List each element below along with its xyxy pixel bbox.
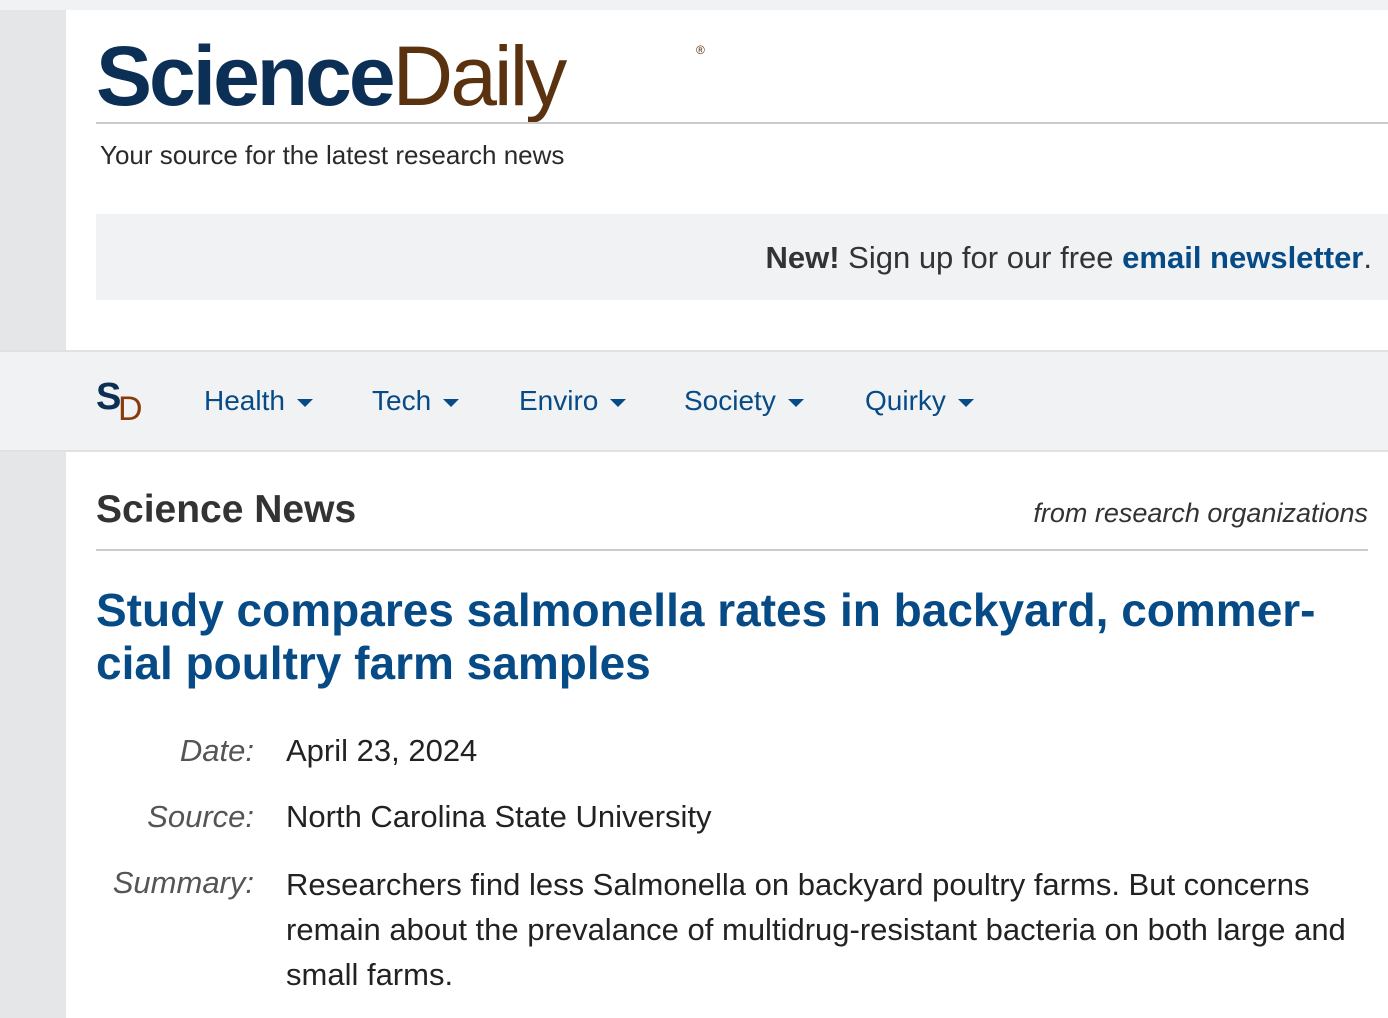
nav-tech-label: Tech xyxy=(372,385,432,416)
sciencedaily-logo[interactable]: ScienceDaily ® xyxy=(96,34,705,118)
nav-tech[interactable]: Tech xyxy=(372,385,460,417)
site-tagline: Your source for the latest research news xyxy=(100,140,565,170)
newsletter-new-label: New! xyxy=(765,240,840,275)
sd-logo-d: D xyxy=(118,390,143,428)
top-strip xyxy=(0,0,1388,10)
sd-logo-s: S xyxy=(96,376,122,418)
logo-divider xyxy=(96,122,1388,124)
section-subtitle: from research organizations xyxy=(1033,498,1368,528)
nav-health-label: Health xyxy=(204,385,285,416)
logo-daily-text: Daily xyxy=(392,29,568,123)
caret-down-icon xyxy=(787,398,804,407)
article-summary: Researchers find less Salmonella on back… xyxy=(286,867,1346,992)
caret-down-icon xyxy=(296,398,313,407)
nav-health[interactable]: Health xyxy=(204,385,313,417)
email-newsletter-link[interactable]: email newsletter xyxy=(1122,240,1364,275)
summary-label: Summary: xyxy=(112,865,254,900)
newsletter-body: Sign up for our free xyxy=(839,240,1123,275)
article-headline: Study compares salmonella rates in backy… xyxy=(96,584,1316,689)
nav-enviro-label: Enviro xyxy=(519,385,599,416)
logo-science-text: Science xyxy=(96,29,396,123)
main-navbar: S D Health Tech Enviro Society Quirky xyxy=(0,350,1388,452)
nav-quirky[interactable]: Quirky xyxy=(865,385,974,417)
sd-home-icon[interactable]: S D xyxy=(96,376,152,428)
nav-enviro[interactable]: Enviro xyxy=(519,385,627,417)
section-divider xyxy=(96,549,1368,551)
caret-down-icon xyxy=(610,398,627,407)
newsletter-period: . xyxy=(1363,240,1372,275)
newsletter-banner: New! Sign up for our free email newslett… xyxy=(96,214,1388,300)
source-label: Source: xyxy=(147,799,254,834)
section-title: Science News xyxy=(96,488,357,531)
page-background xyxy=(66,10,1388,1018)
nav-society-label: Society xyxy=(684,385,776,416)
nav-society[interactable]: Society xyxy=(684,385,804,417)
caret-down-icon xyxy=(957,398,974,407)
article-source: North Carolina State University xyxy=(286,799,712,834)
nav-quirky-label: Quirky xyxy=(865,385,946,416)
article-date: April 23, 2024 xyxy=(286,733,478,768)
caret-down-icon xyxy=(443,398,460,407)
newsletter-text: New! Sign up for our free email newslett… xyxy=(765,240,1372,276)
date-label: Date: xyxy=(179,733,254,768)
registered-mark: ® xyxy=(696,43,705,57)
